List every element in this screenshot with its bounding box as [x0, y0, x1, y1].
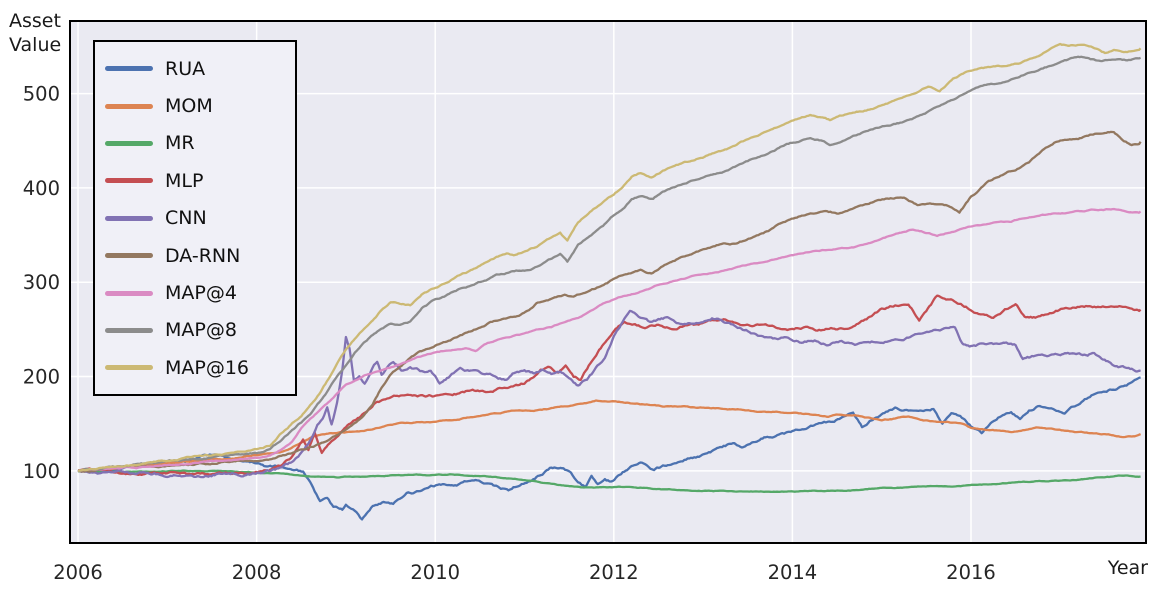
- legend-label-MLP: MLP: [165, 169, 204, 192]
- legend-swatch-MAP@16: [105, 365, 153, 371]
- x-tick-label: 2012: [589, 561, 639, 584]
- x-tick-label: 2006: [53, 561, 103, 584]
- legend-label-MR: MR: [165, 132, 195, 155]
- legend-swatch-CNN: [105, 215, 153, 221]
- legend-label-MAP@8: MAP@8: [165, 319, 237, 342]
- legend-label-CNN: CNN: [165, 207, 207, 230]
- legend-swatch-MLP: [105, 178, 153, 184]
- x-tick-label: 2014: [768, 561, 818, 584]
- legend-item-MAP@4: MAP@4: [95, 274, 295, 311]
- legend-swatch-MOM: [105, 103, 153, 109]
- y-tick-label: 300: [23, 271, 60, 294]
- legend-item-MLP: MLP: [95, 162, 295, 199]
- y-tick-label: 400: [23, 177, 60, 200]
- legend-item-RUA: RUA: [95, 50, 295, 87]
- legend-label-MAP@4: MAP@4: [165, 282, 237, 305]
- legend-item-MOM: MOM: [95, 87, 295, 124]
- y-tick-label: 500: [23, 83, 60, 106]
- legend-swatch-RUA: [105, 66, 153, 72]
- legend-swatch-DA-RNN: [105, 253, 153, 259]
- y-axis-label-line2: Value: [9, 34, 62, 56]
- series-line-MAP@8: [77, 55, 1142, 473]
- legend-item-MR: MR: [95, 125, 295, 162]
- legend-item-DA-RNN: DA-RNN: [95, 237, 295, 274]
- legend-swatch-MAP@4: [105, 290, 153, 296]
- legend: RUA MOM MR MLP CNN DA-RNN MAP@4 MAP@8 MAP@16: [93, 40, 297, 396]
- series-line-DA-RNN: [77, 130, 1142, 473]
- legend-swatch-MAP@8: [105, 327, 153, 333]
- y-tick-label: 100: [23, 460, 60, 483]
- legend-label-DA-RNN: DA-RNN: [165, 244, 241, 267]
- legend-item-CNN: CNN: [95, 200, 295, 237]
- legend-label-MAP@16: MAP@16: [165, 356, 250, 379]
- legend-label-MOM: MOM: [165, 95, 213, 118]
- y-axis-label: Asset Value: [9, 9, 61, 57]
- series-line-CNN: [77, 309, 1141, 479]
- plot-border: [69, 20, 1147, 544]
- x-tick-label: 2008: [232, 561, 282, 584]
- x-axis-label: Year: [1107, 557, 1148, 579]
- x-tick-label: 2010: [410, 561, 460, 584]
- series-group: [77, 42, 1142, 521]
- series-line-MAP@4: [77, 207, 1142, 472]
- y-axis-label-line1: Asset: [9, 10, 61, 32]
- legend-swatch-MR: [105, 140, 153, 146]
- legend-label-RUA: RUA: [165, 57, 206, 80]
- series-line-RUA: [77, 376, 1141, 521]
- x-tick-label: 2016: [946, 561, 996, 584]
- legend-item-MAP@8: MAP@8: [95, 312, 295, 349]
- series-line-MOM: [78, 399, 1142, 473]
- series-line-MAP@16: [77, 42, 1142, 473]
- legend-item-MAP@16: MAP@16: [95, 349, 295, 386]
- y-tick-label: 200: [23, 366, 60, 389]
